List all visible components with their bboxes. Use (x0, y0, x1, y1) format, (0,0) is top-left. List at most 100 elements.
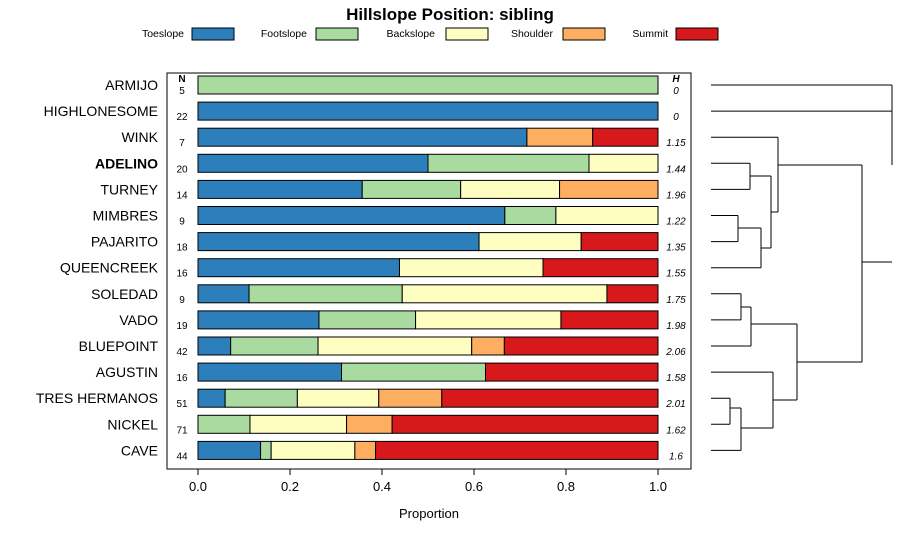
h-value-pajarito: 1.35 (666, 243, 686, 254)
bar-queencreek-backslope (398, 258, 544, 278)
row-label-turney: TURNEY (100, 181, 158, 197)
bar-wink-toeslope (197, 127, 528, 147)
x-tick-label-0.4: 0.4 (373, 479, 391, 494)
h-value-cave: 1.6 (669, 451, 683, 462)
row-label-wink: WINK (121, 129, 158, 145)
x-tick-label-1.0: 1.0 (649, 479, 667, 494)
bar-vado-summit (560, 310, 659, 330)
legend-label-backslope: Backslope (387, 28, 436, 40)
row-label-nickel: NICKEL (107, 416, 158, 432)
h-value-nickel: 1.62 (666, 425, 686, 436)
h-value-mimbres: 1.22 (666, 217, 686, 228)
bar-soledad-footslope (248, 284, 403, 304)
h-value-adelino: 1.44 (666, 164, 686, 175)
bar-cave-toeslope (197, 440, 262, 460)
chart-title: Hillslope Position: sibling (346, 5, 554, 24)
bar-adelino-toeslope (197, 153, 429, 173)
row-label-agustin: AGUSTIN (96, 364, 158, 380)
bar-queencreek-toeslope (197, 258, 400, 278)
row-label-pajarito: PAJARITO (91, 234, 158, 250)
bar-wink-shoulder (526, 127, 594, 147)
n-value-bluepoint: 42 (176, 347, 188, 358)
row-label-tres-hermanos: TRES HERMANOS (36, 390, 158, 406)
bar-turney-footslope (361, 179, 462, 199)
n-value-pajarito: 18 (176, 243, 188, 254)
x-axis-title: Proportion (399, 506, 459, 521)
bar-agustin-toeslope (197, 362, 343, 382)
bar-bluepoint-summit (503, 336, 659, 356)
n-value-cave: 44 (176, 451, 188, 462)
legend-swatch-backslope (445, 27, 489, 41)
bar-bluepoint-footslope (230, 336, 319, 356)
bar-soledad-backslope (401, 284, 608, 304)
legend-swatch-footslope (315, 27, 359, 41)
x-tick-label-0.8: 0.8 (557, 479, 575, 494)
row-labels: ARMIJO HIGHLONESOME WINK ADELINO TURNEY MIMBR… (36, 77, 159, 458)
bars (197, 75, 659, 460)
legend-label-shoulder: Shoulder (511, 28, 554, 40)
n-column-header: N (178, 74, 185, 85)
bar-bluepoint-backslope (317, 336, 473, 356)
bar-pajarito-summit (580, 232, 659, 252)
bar-tres-hermanos-summit (441, 388, 659, 408)
n-value-adelino: 20 (176, 164, 188, 175)
n-value-turney: 14 (176, 190, 188, 201)
legend-label-toeslope: Toeslope (142, 28, 184, 40)
bar-soledad-toeslope (197, 284, 250, 304)
legend-label-summit: Summit (632, 28, 668, 40)
bar-cave-footslope (260, 440, 272, 460)
n-value-soledad: 9 (179, 295, 185, 306)
bar-cave-backslope (270, 440, 356, 460)
row-label-bluepoint: BLUEPOINT (79, 338, 159, 354)
n-value-mimbres: 9 (179, 217, 185, 228)
row-label-armijo: ARMIJO (105, 77, 158, 93)
bar-nickel-footslope (197, 414, 251, 434)
row-label-highlonesome: HIGHLONESOME (44, 103, 158, 119)
bar-pajarito-backslope (478, 232, 582, 252)
legend-swatch-summit (675, 27, 719, 41)
n-value-wink: 7 (179, 138, 185, 149)
x-axis: 0.0 0.2 0.4 0.6 0.8 1.0 (189, 469, 667, 494)
bar-nickel-backslope (249, 414, 348, 434)
n-values: 5 22 7 20 14 9 18 16 9 19 42 16 51 71 44 (176, 86, 188, 462)
bar-nickel-shoulder (346, 414, 393, 434)
dendrogram (711, 84, 893, 451)
h-value-wink: 1.15 (666, 138, 686, 149)
row-label-mimbres: MIMBRES (93, 208, 158, 224)
bar-tres-hermanos-backslope (296, 388, 380, 408)
bar-agustin-summit (485, 362, 659, 382)
bar-pajarito-toeslope (197, 232, 480, 252)
bar-turney-toeslope (197, 179, 363, 199)
n-value-queencreek: 16 (176, 269, 188, 280)
bar-turney-backslope (460, 179, 561, 199)
bar-armijo-footslope (197, 75, 659, 95)
x-tick-label-0.2: 0.2 (281, 479, 299, 494)
x-tick-label-0.6: 0.6 (465, 479, 483, 494)
legend-swatch-toeslope (191, 27, 235, 41)
row-label-vado: VADO (119, 312, 158, 328)
legend: Toeslope Footslope Backslope Shoulder Summit (142, 27, 719, 41)
bar-mimbres-footslope (504, 206, 557, 225)
h-value-vado: 1.98 (666, 321, 686, 332)
bar-agustin-footslope (341, 362, 486, 382)
row-label-adelino: ADELINO (95, 155, 158, 171)
bar-vado-toeslope (197, 310, 320, 330)
bar-soledad-summit (606, 284, 659, 304)
h-value-soledad: 1.75 (666, 295, 686, 306)
h-values: 0 0 1.15 1.44 1.96 1.22 1.35 1.55 1.75 1.98 2.06 1.… (665, 86, 686, 462)
n-value-nickel: 71 (176, 425, 188, 436)
n-value-highlonesome: 22 (176, 112, 188, 123)
n-value-armijo: 5 (179, 86, 185, 97)
h-column-header: H (672, 74, 680, 85)
h-value-bluepoint: 2.06 (665, 347, 686, 358)
h-value-turney: 1.96 (666, 190, 686, 201)
h-value-armijo: 0 (673, 86, 679, 97)
row-label-cave: CAVE (121, 442, 158, 458)
h-value-queencreek: 1.55 (666, 269, 686, 280)
bar-queencreek-summit (542, 258, 659, 278)
n-value-vado: 19 (176, 321, 188, 332)
bar-wink-summit (592, 127, 659, 147)
n-value-agustin: 16 (176, 373, 188, 384)
h-value-highlonesome: 0 (673, 112, 679, 123)
